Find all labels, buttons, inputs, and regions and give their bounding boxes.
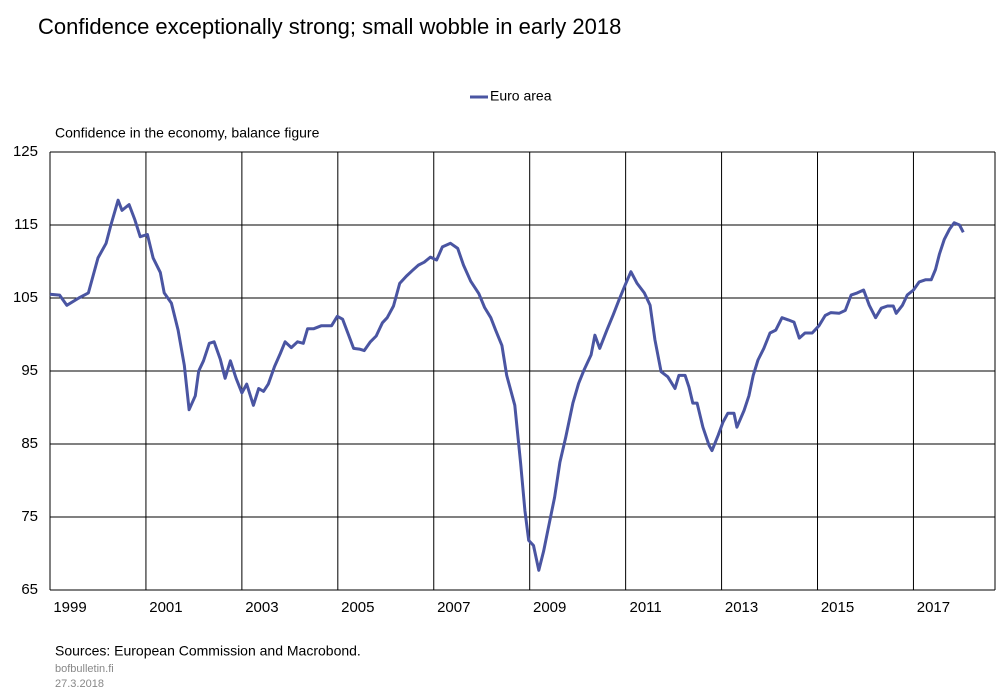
legend-label: Euro area: [490, 88, 552, 104]
x-tick-label: 2015: [821, 599, 854, 616]
y-tick-label: 95: [21, 362, 38, 379]
x-tick-label: 2013: [725, 599, 758, 616]
x-tick-label: 2009: [533, 599, 566, 616]
y-tick-label: 65: [21, 581, 38, 598]
source: Sources: European Commission and Macrobo…: [55, 643, 361, 659]
x-tick-label: 2011: [630, 599, 662, 616]
x-tick-label: 2003: [245, 599, 278, 616]
y-tick-label: 105: [13, 289, 38, 306]
x-tick-label: 2001: [149, 599, 182, 616]
chart-title: Confidence exceptionally strong; small w…: [38, 14, 621, 39]
x-tick-label: 2017: [917, 599, 950, 616]
site: bofbulletin.fi: [55, 663, 114, 675]
x-tick-label: 2005: [341, 599, 374, 616]
y-tick-label: 85: [21, 435, 38, 452]
x-tick-label: 1999: [53, 599, 86, 616]
data-line: [49, 198, 965, 572]
y-tick-label: 75: [21, 508, 38, 525]
x-tick-label: 2007: [437, 599, 470, 616]
y-axis-label: Confidence in the economy, balance figur…: [55, 125, 320, 141]
date: 27.3.2018: [55, 678, 104, 690]
y-tick-label: 115: [14, 216, 38, 233]
y-tick-label: 125: [13, 143, 38, 160]
